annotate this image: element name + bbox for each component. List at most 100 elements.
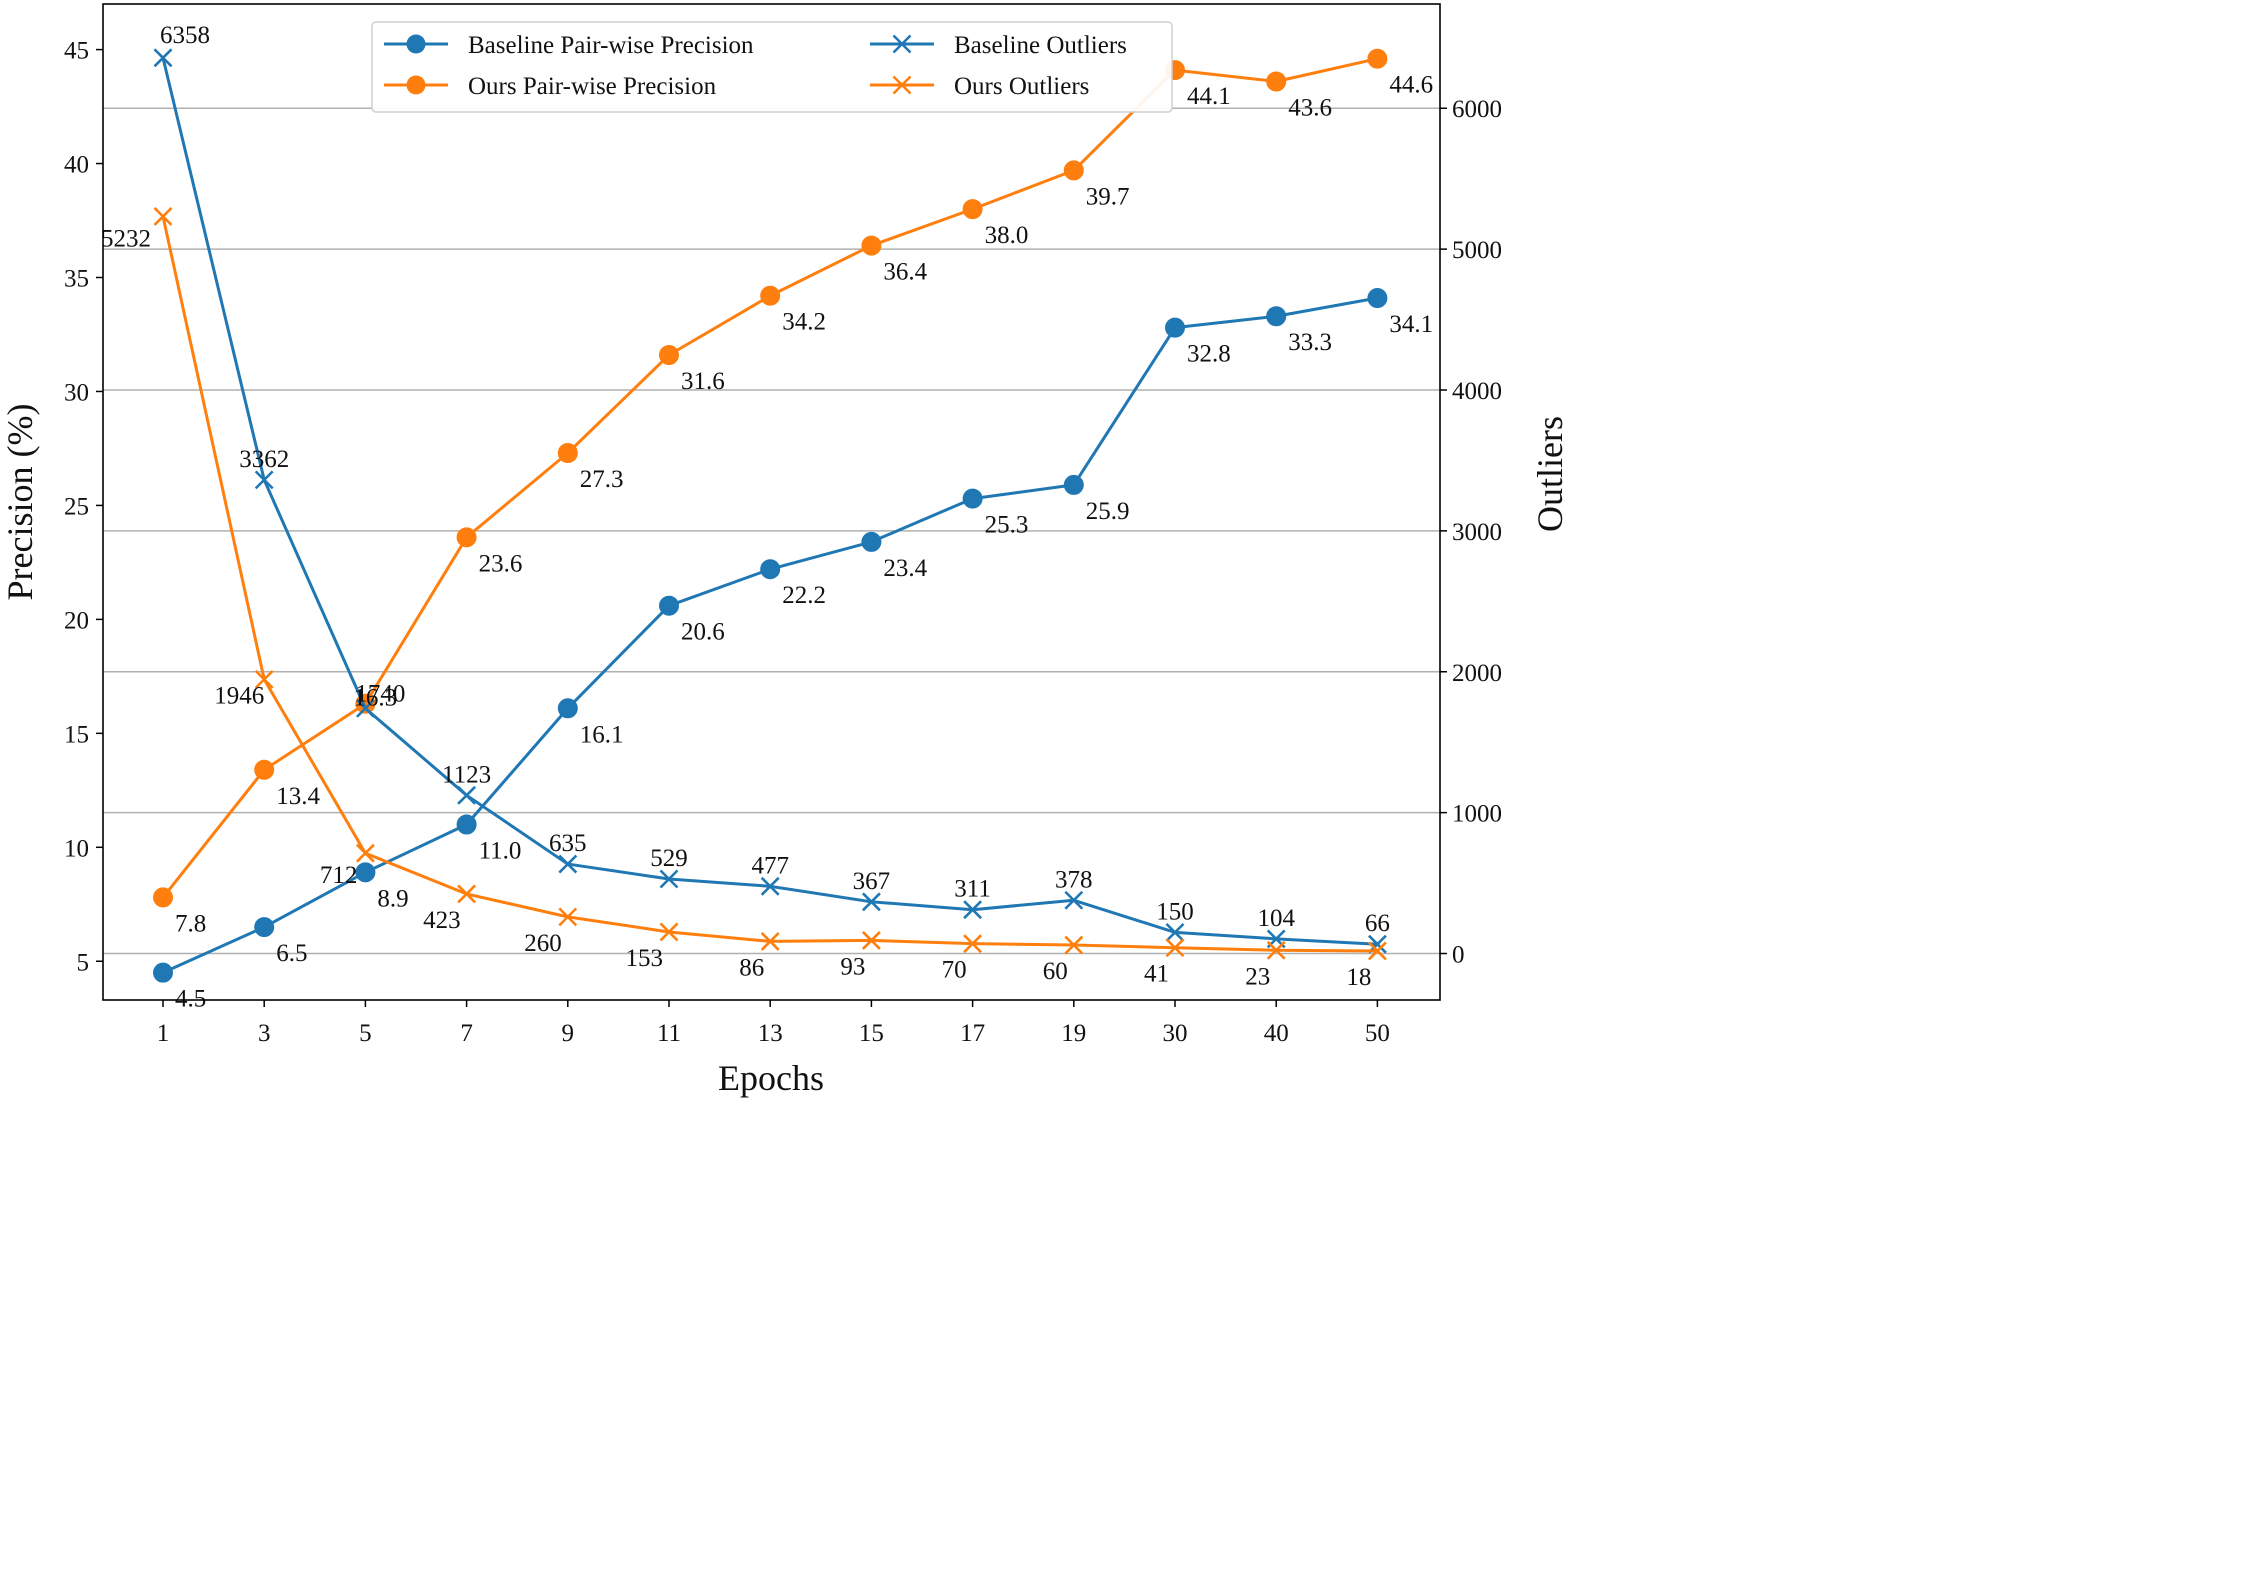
data-point-x	[153, 48, 173, 68]
grid-lines	[103, 107, 1440, 955]
series-ours-pair-wise-precision	[153, 48, 1388, 908]
data-label: 150	[1156, 898, 1194, 925]
data-point-x	[457, 785, 477, 805]
legend-label: Baseline Outliers	[954, 32, 1127, 59]
data-point-circle	[861, 531, 882, 552]
data-label: 66	[1365, 910, 1390, 937]
data-point-x	[1064, 935, 1084, 955]
data-label: 70	[942, 957, 967, 984]
data-point-circle	[1266, 306, 1287, 327]
y2-tick-label: 5000	[1452, 237, 1502, 264]
series-baseline-pair-wise-precision	[153, 288, 1388, 983]
data-label: 6358	[160, 22, 210, 49]
series-baseline-outliers	[153, 48, 1387, 954]
data-label: 4.5	[175, 986, 206, 1013]
chart-root: 4.5 6.5 8.9 11.0 16.1 20.6 22.2 23.4 25.3 25.9 32.…	[0, 0, 1568, 1102]
y2-tick-label: 4000	[1452, 378, 1502, 405]
data-label: 44.6	[1389, 72, 1433, 99]
x-tick-label: 19	[1061, 1020, 1086, 1047]
data-point-circle	[557, 698, 578, 719]
data-point-circle	[1063, 160, 1084, 181]
x-tick-label: 15	[859, 1020, 884, 1047]
data-label: 18	[1346, 964, 1371, 991]
y-axis-title: Precision (%)	[0, 404, 40, 601]
legend-marker-circle	[406, 75, 426, 95]
data-point-circle	[153, 887, 173, 908]
data-label: 11.0	[479, 838, 522, 865]
data-point-x	[760, 876, 780, 896]
data-label: 31.6	[681, 368, 725, 395]
legend-marker-x	[892, 34, 912, 54]
data-label: 86	[739, 954, 764, 981]
legend-label: Ours Pair-wise Precision	[468, 73, 717, 100]
data-point-x	[254, 470, 274, 490]
y-tick-label: 30	[64, 379, 89, 406]
data-label: 13.4	[276, 783, 320, 810]
data-point-circle	[962, 199, 983, 220]
data-point-x	[558, 854, 578, 874]
y-tick-label: 35	[64, 266, 89, 293]
data-point-circle	[760, 285, 781, 306]
y2-axis-title: Outliers	[1530, 416, 1568, 532]
data-label: 93	[840, 953, 865, 980]
data-point-circle	[861, 235, 882, 256]
data-point-x	[153, 207, 173, 226]
data-label: 25.9	[1086, 498, 1130, 525]
data-label: 477	[751, 852, 789, 879]
data-label: 25.3	[985, 512, 1029, 539]
data-point-x	[760, 931, 780, 951]
data-label: 38.0	[985, 222, 1029, 249]
x-tick-label: 3	[258, 1020, 271, 1047]
data-label: 34.2	[782, 309, 826, 336]
x-tick-label: 30	[1163, 1020, 1188, 1047]
x-tick-label: 17	[960, 1020, 985, 1047]
plot-frame	[102, 3, 1441, 1001]
data-label: 41	[1144, 961, 1169, 988]
data-point-x	[659, 869, 679, 889]
legend-item: Ours Outliers	[870, 73, 1089, 100]
data-label: 34.1	[1389, 311, 1433, 338]
data-point-x	[861, 930, 881, 950]
data-point-circle	[659, 344, 679, 365]
data-point-x	[1367, 941, 1387, 961]
data-label: 423	[423, 907, 461, 934]
data-point-circle	[153, 962, 173, 983]
legend: Baseline Pair-wise Precision Ours Pair-wi…	[371, 21, 1173, 113]
y-tick-label: 40	[64, 152, 89, 179]
series-ours-outliers	[153, 207, 1387, 961]
data-point-x	[659, 922, 679, 942]
x-tick-label: 1	[157, 1020, 170, 1047]
data-label: 60	[1043, 958, 1068, 985]
y-tick-label: 10	[64, 835, 89, 862]
data-label: 311	[954, 876, 991, 903]
data-label: 1946	[214, 682, 264, 709]
data-label: 6.5	[276, 940, 307, 967]
legend-item: Ours Pair-wise Precision	[384, 73, 717, 100]
y-tick-label: 5	[77, 949, 90, 976]
data-point-x	[963, 900, 983, 920]
data-point-x	[1064, 890, 1084, 910]
data-point-x	[558, 907, 578, 927]
legend-marker-circle	[406, 34, 426, 54]
x-tick-label: 7	[460, 1020, 473, 1047]
data-label: 23.4	[883, 555, 927, 582]
data-label: 44.1	[1187, 83, 1231, 110]
legend-label: Baseline Pair-wise Precision	[468, 32, 754, 59]
y2-tick-label: 3000	[1452, 519, 1502, 546]
legend-box	[371, 21, 1173, 113]
data-label: 43.6	[1288, 94, 1332, 121]
x-tick-label: 9	[562, 1020, 575, 1047]
data-label: 712	[320, 862, 358, 889]
data-label: 3362	[239, 446, 289, 473]
data-point-circle	[1165, 317, 1185, 338]
data-point-circle	[1367, 48, 1388, 69]
data-point-circle	[355, 862, 376, 883]
data-label: 22.2	[782, 582, 826, 609]
series-layer	[153, 48, 1388, 983]
data-point-circle	[254, 917, 275, 938]
data-label: 27.3	[580, 466, 624, 493]
data-point-circle	[1063, 474, 1084, 495]
data-point-circle	[962, 488, 983, 509]
legend-marker-x	[892, 75, 912, 95]
data-point-circle	[659, 595, 679, 616]
